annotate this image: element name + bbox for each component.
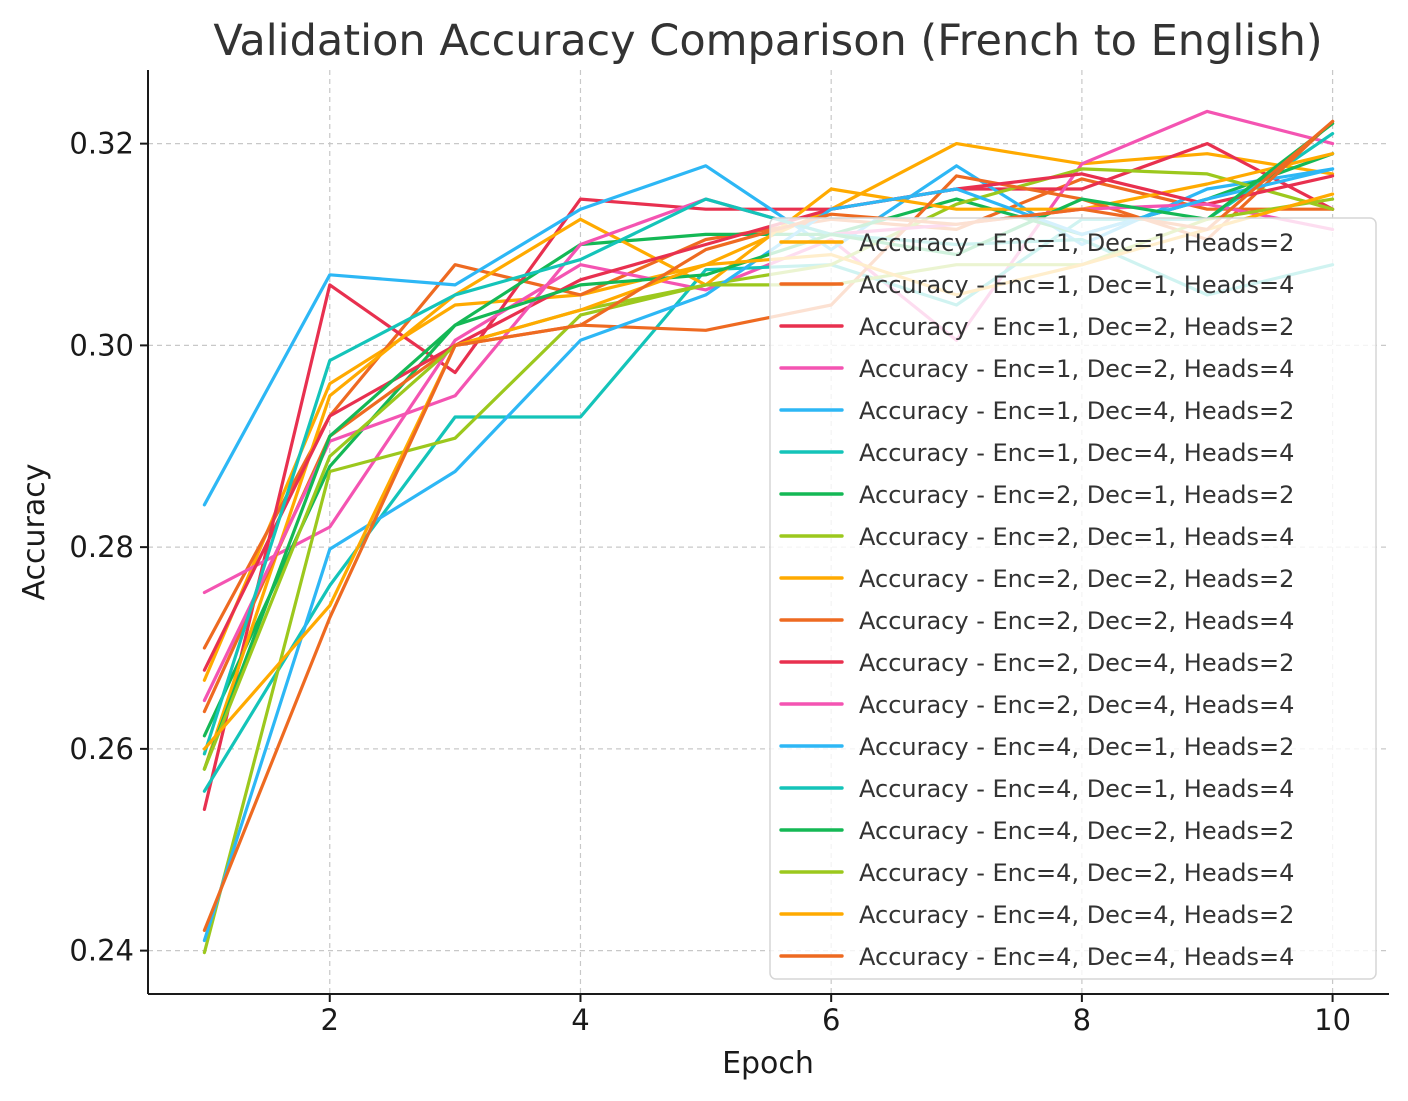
legend-label: Accuracy - Enc=1, Dec=1, Heads=2 [859, 229, 1294, 257]
series-line-4 [202, 109, 1335, 595]
legend-label: Accuracy - Enc=4, Dec=1, Heads=4 [859, 775, 1294, 803]
series-line-8 [202, 167, 1335, 955]
legend-label: Accuracy - Enc=2, Dec=4, Heads=2 [859, 649, 1294, 677]
legend-label: Accuracy - Enc=2, Dec=4, Heads=4 [859, 691, 1294, 719]
x-tick-label: 10 [1314, 1003, 1351, 1037]
x-tick-label: 4 [571, 1003, 589, 1037]
legend-label: Accuracy - Enc=1, Dec=2, Heads=4 [859, 355, 1294, 383]
chart-title: Validation Accuracy Comparison (French t… [213, 16, 1322, 66]
x-tick-label: 6 [822, 1003, 840, 1037]
legend-label: Accuracy - Enc=4, Dec=2, Heads=2 [859, 817, 1294, 845]
axes [147, 70, 1389, 995]
y-axis-label: Accuracy [17, 464, 52, 601]
y-tick-label: 0.24 [69, 934, 134, 968]
legend-box [769, 217, 1377, 980]
y-tick-label: 0.28 [69, 530, 134, 564]
legend-label: Accuracy - Enc=2, Dec=2, Heads=2 [859, 565, 1294, 593]
legend-label: Accuracy - Enc=4, Dec=4, Heads=4 [859, 943, 1294, 971]
legend-label: Accuracy - Enc=1, Dec=1, Heads=4 [859, 271, 1294, 299]
series-line-2 [202, 177, 1335, 650]
legend-label: Accuracy - Enc=4, Dec=2, Heads=4 [859, 859, 1294, 887]
legend-label: Accuracy - Enc=2, Dec=1, Heads=4 [859, 523, 1294, 551]
legend-label: Accuracy - Enc=1, Dec=4, Heads=2 [859, 397, 1294, 425]
legend-label: Accuracy - Enc=4, Dec=1, Heads=2 [859, 733, 1294, 761]
x-tick-label: 2 [321, 1003, 339, 1037]
legend-label: Accuracy - Enc=2, Dec=2, Heads=4 [859, 607, 1294, 635]
series-line-15 [202, 121, 1335, 771]
legend-label: Accuracy - Enc=1, Dec=4, Heads=4 [859, 439, 1294, 467]
x-tick-label: 8 [1073, 1003, 1091, 1037]
legend-label: Accuracy - Enc=2, Dec=1, Heads=2 [859, 481, 1294, 509]
y-tick-label: 0.32 [69, 127, 134, 161]
y-tick-label: 0.26 [69, 732, 134, 766]
series-line-9 [202, 152, 1335, 771]
legend-label: Accuracy - Enc=4, Dec=4, Heads=2 [859, 901, 1294, 929]
legend: Accuracy - Enc=1, Dec=1, Heads=2 Accuracy… [769, 217, 1377, 980]
x-axis-label: Epoch [722, 1046, 814, 1081]
series-line-13 [202, 167, 1335, 943]
axis-ticks: 2 4 6 8 10 0.24 0.26 0.28 0.30 0.32 [69, 127, 1351, 1037]
legend-label: Accuracy - Enc=1, Dec=2, Heads=2 [859, 313, 1294, 341]
y-tick-label: 0.30 [69, 328, 134, 362]
